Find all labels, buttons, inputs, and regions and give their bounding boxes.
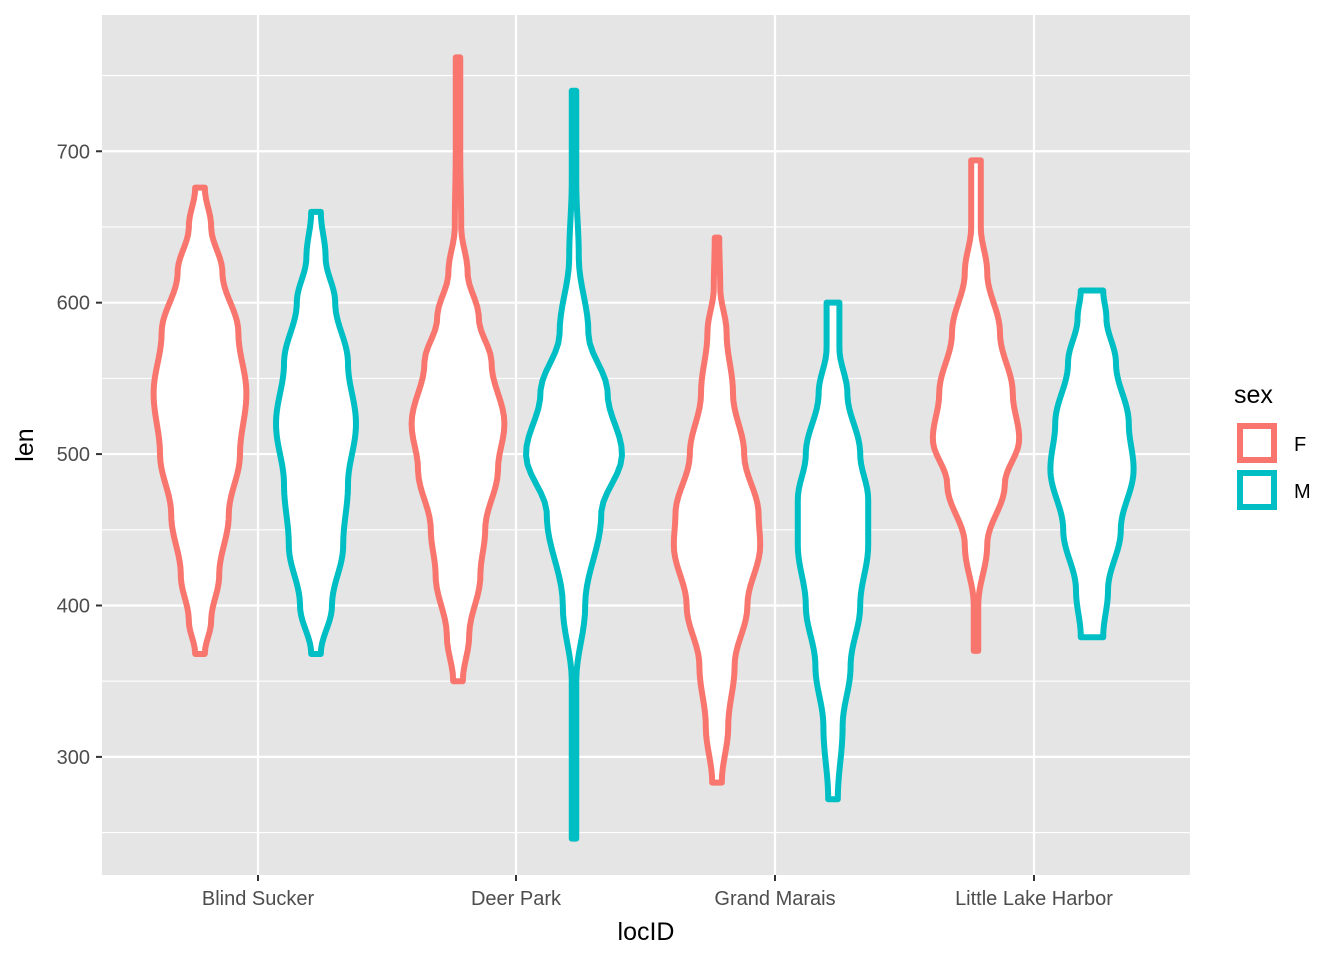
legend-label-F: F — [1294, 434, 1306, 456]
y-tick-label: 500 — [57, 444, 90, 466]
x-tick-label: Deer Park — [471, 888, 562, 910]
violin-M-little-lake-harbor — [1047, 287, 1137, 641]
x-tick-label: Blind Sucker — [202, 888, 315, 910]
x-axis-title: locID — [618, 918, 675, 946]
violin-M-grand-marais — [794, 299, 872, 803]
legend-key-M — [1237, 470, 1277, 510]
violin-F-little-lake-harbor — [929, 157, 1023, 654]
y-axis: 300 400 500 600 700 — [57, 141, 102, 769]
legend-label-M: M — [1294, 481, 1311, 503]
violin-M-blind-sucker — [273, 208, 359, 657]
violins — [150, 54, 1137, 842]
legend-title: sex — [1234, 381, 1273, 409]
violin-F-deer-park — [408, 54, 508, 685]
y-tick-label: 600 — [57, 293, 90, 315]
violin-M-deer-park — [523, 87, 625, 842]
x-tick-label: Grand Marais — [714, 888, 835, 910]
major-gridlines — [102, 15, 1190, 875]
violin-F-grand-marais — [670, 234, 764, 786]
y-tick-label: 400 — [57, 595, 90, 617]
y-axis-title: len — [11, 428, 39, 461]
x-tick-label: Little Lake Harbor — [955, 888, 1113, 910]
violin-F-blind-sucker — [150, 184, 250, 657]
x-axis: Blind Sucker Deer Park Grand Marais Little … — [202, 875, 1113, 910]
legend-key-F — [1237, 423, 1277, 463]
plot-panel — [102, 15, 1190, 875]
y-tick-label: 700 — [57, 141, 90, 163]
legend: sex F M — [1234, 381, 1311, 510]
y-tick-label: 300 — [57, 747, 90, 769]
